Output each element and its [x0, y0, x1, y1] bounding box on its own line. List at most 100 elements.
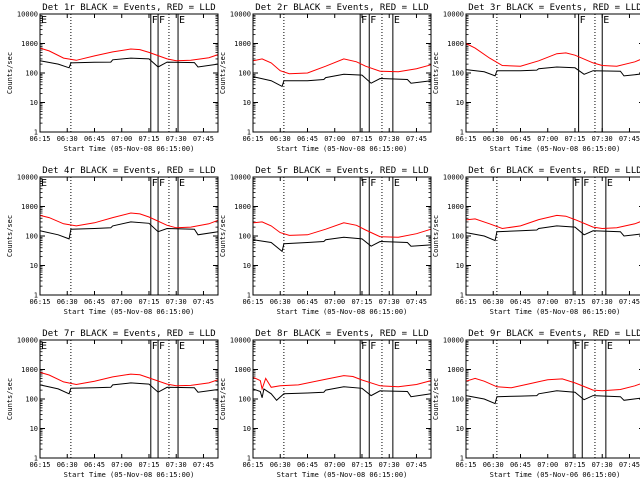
x-tick-label: 06:45 — [510, 461, 531, 469]
x-tick-label: 07:45 — [193, 298, 214, 306]
y-tick-label: 1000 — [21, 366, 38, 374]
y-tick-label: 1 — [460, 129, 464, 137]
x-tick-label: 07:45 — [406, 135, 427, 143]
x-tick-label: 06:45 — [510, 298, 531, 306]
y-tick-label: 100 — [25, 396, 38, 404]
plot-frame — [252, 13, 432, 133]
x-axis-label: Start Time (05-Nov-08 06:15:00) — [490, 308, 621, 316]
series-line-lld — [252, 58, 432, 75]
x-tick-label: 07:30 — [166, 298, 187, 306]
plot-frame — [252, 339, 432, 459]
y-tick-label: 10000 — [443, 337, 464, 345]
event-marker-label: F — [361, 341, 367, 352]
x-tick-label: 06:15 — [242, 135, 263, 143]
event-marker-label: F — [152, 341, 158, 352]
x-tick-label: 06:15 — [455, 461, 476, 469]
x-tick-label: 07:30 — [592, 298, 613, 306]
chart-title: Det 9r BLACK = Events, RED = LLD — [468, 329, 640, 339]
x-tick-label: 07:15 — [564, 298, 585, 306]
y-tick-label: 10 — [243, 99, 251, 107]
chart-panel: Det 9r BLACK = Events, RED = LLD Counts/s… — [432, 329, 640, 479]
y-tick-label: 10000 — [443, 11, 464, 19]
y-tick-label: 10000 — [230, 174, 251, 182]
x-tick-label: 07:30 — [166, 135, 187, 143]
y-tick-label: 1000 — [21, 203, 38, 211]
x-tick-label: 07:00 — [111, 298, 132, 306]
x-tick-label: 07:00 — [324, 135, 345, 143]
x-tick-label: 06:30 — [483, 135, 504, 143]
x-tick-label: 06:15 — [242, 461, 263, 469]
y-tick-label: 1000 — [234, 366, 251, 374]
x-tick-label: 07:30 — [379, 135, 400, 143]
chart-panel: Det 2r BLACK = Events, RED = LLD Counts/s… — [219, 3, 432, 153]
y-tick-label: 10 — [243, 262, 251, 270]
x-tick-label: 07:00 — [537, 461, 558, 469]
event-marker-label: F — [152, 178, 158, 189]
event-marker-label: F — [361, 15, 367, 26]
x-tick-label: 07:15 — [351, 135, 372, 143]
y-tick-label: 100 — [238, 70, 251, 78]
plot-frame — [39, 339, 219, 459]
x-tick-label: 06:45 — [84, 461, 105, 469]
y-tick-label: 1 — [460, 292, 464, 300]
y-tick-label: 1 — [247, 129, 251, 137]
event-marker-label: F — [361, 178, 367, 189]
y-tick-label: 1 — [34, 455, 38, 463]
event-marker-label: F — [370, 15, 376, 26]
x-tick-label: 06:15 — [29, 135, 50, 143]
y-tick-label: 10 — [30, 262, 38, 270]
y-axis-label: Counts/sec — [219, 215, 227, 257]
event-marker-label: E — [607, 178, 613, 189]
y-tick-label: 100 — [238, 396, 251, 404]
x-tick-label: 07:15 — [138, 135, 159, 143]
series-line-events — [465, 66, 640, 77]
y-tick-label: 100 — [25, 233, 38, 241]
x-tick-label: 06:15 — [242, 298, 263, 306]
event-marker-label: E — [394, 341, 400, 352]
x-axis-label: Start Time (05-Nov-06 06:15:00) — [490, 471, 621, 479]
series-line-lld — [39, 371, 219, 387]
y-tick-label: 100 — [238, 233, 251, 241]
y-axis-label: Counts/sec — [6, 378, 14, 420]
y-tick-label: 1 — [460, 455, 464, 463]
y-tick-label: 1 — [247, 455, 251, 463]
series-line-events — [39, 221, 219, 240]
x-tick-label: 07:00 — [324, 461, 345, 469]
series-line-events — [252, 236, 432, 253]
x-axis-label: Start Time (05-Nov-08 06:15:00) — [277, 145, 408, 153]
x-axis-label: Start Time (05-Nov-08 06:15:00) — [490, 145, 621, 153]
chart-title: Det 3r BLACK = Events, RED = LLD — [468, 3, 640, 13]
plot-frame — [465, 339, 640, 459]
event-marker-label: E — [179, 341, 185, 352]
x-axis-label: Start Time (05-Nov-08 06:15:00) — [64, 145, 195, 153]
x-tick-label: 07:45 — [619, 461, 640, 469]
chart-panel: Det 8r BLACK = Events, RED = LLD Counts/s… — [219, 329, 432, 479]
x-tick-label: 07:15 — [138, 298, 159, 306]
x-tick-label: 06:30 — [270, 135, 291, 143]
chart-panel: Det 3r BLACK = Events, RED = LLD Counts/s… — [432, 3, 640, 153]
chart-panel: Det 5r BLACK = Events, RED = LLD Counts/s… — [219, 166, 432, 316]
x-tick-label: 06:30 — [270, 461, 291, 469]
y-tick-label: 10000 — [230, 11, 251, 19]
y-tick-label: 10 — [243, 425, 251, 433]
series-line-events — [39, 57, 219, 69]
x-tick-label: 07:45 — [193, 461, 214, 469]
chart-panel: Det 7r BLACK = Events, RED = LLD Counts/s… — [6, 329, 219, 479]
x-tick-label: 06:45 — [297, 298, 318, 306]
y-axis-label: Counts/sec — [6, 52, 14, 94]
chart-title: Det 7r BLACK = Events, RED = LLD — [42, 329, 215, 339]
y-tick-label: 100 — [25, 70, 38, 78]
y-axis-label: Counts/sec — [219, 52, 227, 94]
x-tick-label: 07:15 — [138, 461, 159, 469]
x-tick-label: 06:45 — [510, 135, 531, 143]
x-tick-label: 06:15 — [455, 135, 476, 143]
x-tick-label: 06:30 — [57, 135, 78, 143]
x-tick-label: 07:00 — [324, 298, 345, 306]
plot-frame — [465, 13, 640, 133]
x-tick-label: 07:00 — [111, 461, 132, 469]
event-marker-label: F — [583, 178, 589, 189]
x-tick-label: 07:30 — [592, 461, 613, 469]
y-tick-label: 1 — [247, 292, 251, 300]
y-tick-label: 1 — [34, 129, 38, 137]
